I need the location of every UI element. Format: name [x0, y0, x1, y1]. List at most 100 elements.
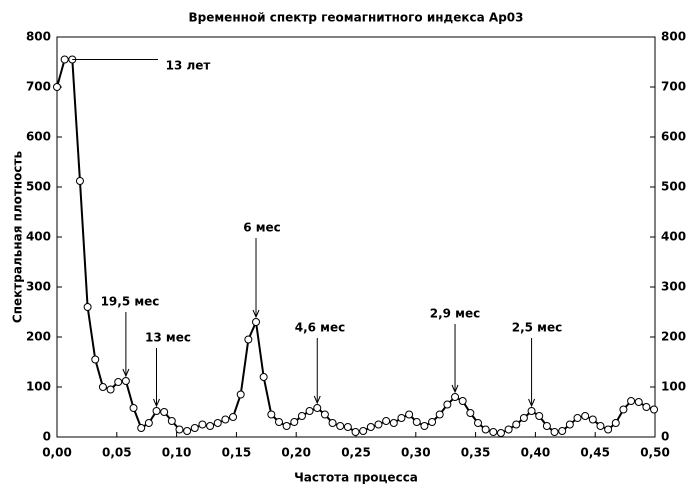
data-point	[382, 417, 391, 425]
data-point	[504, 425, 513, 434]
data-point	[588, 415, 597, 424]
data-point	[60, 55, 69, 64]
data-point	[98, 383, 107, 391]
data-point	[144, 419, 153, 427]
annotation: 2,5 мес	[512, 321, 563, 335]
data-point	[160, 408, 169, 416]
arrow-head	[528, 398, 536, 408]
y2-tick-label: 400	[661, 230, 686, 244]
data-point	[642, 403, 651, 411]
y2-tick-label: 800	[661, 30, 686, 44]
arrow-head	[252, 309, 260, 319]
y2-tick-label: 300	[661, 280, 686, 294]
x-tick-label: 0,15	[222, 446, 252, 460]
data-point	[473, 419, 482, 427]
data-point	[106, 385, 115, 394]
arrow-head	[451, 384, 459, 394]
x-tick-label: 0,10	[162, 446, 192, 460]
data-point	[121, 377, 130, 385]
data-point	[290, 418, 299, 426]
x-tick-label: 0,20	[281, 446, 311, 460]
data-point	[91, 355, 100, 364]
arrow-head	[313, 395, 321, 405]
y-tick-label: 300	[26, 280, 51, 294]
x-tick-label: 0,25	[341, 446, 371, 460]
data-point	[244, 335, 253, 344]
data-point	[183, 427, 192, 435]
data-point	[236, 390, 245, 399]
x-tick-label: 0,50	[640, 446, 670, 460]
y-tick-label: 700	[26, 80, 51, 94]
data-point	[565, 420, 574, 429]
data-point	[114, 378, 123, 386]
arrow-head	[122, 368, 130, 378]
data-point	[535, 412, 544, 420]
data-point	[451, 393, 460, 401]
y-axis-label: Спектральная плотность	[11, 151, 25, 324]
y2-tick-label: 200	[661, 330, 686, 344]
data-point	[343, 423, 352, 431]
x-tick-label: 0,45	[580, 446, 610, 460]
annotation: 2,9 мес	[430, 307, 481, 321]
data-point	[320, 410, 329, 419]
data-point	[420, 422, 429, 430]
annotation: 4,6 мес	[295, 321, 346, 335]
annotation: 13 лет	[166, 59, 211, 73]
data-point	[596, 422, 605, 430]
data-point	[53, 83, 61, 91]
y2-tick-label: 600	[661, 130, 686, 144]
data-point	[466, 409, 475, 417]
x-axis-label: Частота процесса	[294, 471, 418, 485]
data-point	[611, 419, 620, 427]
data-point	[229, 413, 238, 421]
data-point	[213, 419, 222, 427]
data-point	[405, 410, 414, 419]
data-point	[129, 404, 138, 412]
data-point	[83, 303, 92, 311]
data-point	[267, 410, 276, 419]
annotation: 6 мес	[243, 221, 281, 235]
data-point	[167, 417, 176, 425]
y-tick-label: 800	[26, 30, 51, 44]
data-point	[297, 412, 306, 420]
x-tick-label: 0,05	[102, 446, 132, 460]
chart-title: Временной спектр геомагнитного индекса A…	[189, 11, 524, 25]
data-point	[252, 318, 261, 326]
data-point	[550, 428, 559, 436]
data-point	[558, 427, 567, 435]
data-point	[489, 428, 498, 436]
data-point	[152, 407, 161, 415]
data-point	[336, 422, 345, 430]
data-point	[519, 414, 528, 422]
data-point	[313, 404, 322, 412]
data-point	[527, 407, 536, 415]
data-point	[412, 418, 421, 426]
data-point	[458, 397, 467, 405]
annotation: 19,5 мес	[101, 295, 160, 309]
data-point	[627, 397, 636, 405]
y-tick-label: 200	[26, 330, 51, 344]
data-point	[221, 415, 230, 424]
y2-tick-label: 500	[661, 180, 686, 194]
data-point	[650, 405, 659, 414]
x-tick-label: 0,40	[521, 446, 551, 460]
data-point	[428, 418, 437, 426]
data-point	[496, 429, 505, 437]
data-point	[328, 419, 337, 427]
y-tick-label: 400	[26, 230, 51, 244]
data-point	[137, 424, 146, 432]
data-point	[359, 427, 368, 435]
annotation: 13 мес	[145, 331, 191, 345]
data-point	[198, 420, 207, 429]
data-point	[481, 425, 490, 434]
y-tick-label: 100	[26, 380, 51, 394]
data-point	[175, 425, 184, 434]
data-point	[374, 420, 383, 429]
data-point	[581, 412, 590, 420]
data-point	[389, 419, 398, 427]
data-point	[542, 422, 551, 430]
data-point	[305, 407, 314, 415]
data-point	[397, 414, 406, 422]
data-point	[634, 398, 643, 406]
